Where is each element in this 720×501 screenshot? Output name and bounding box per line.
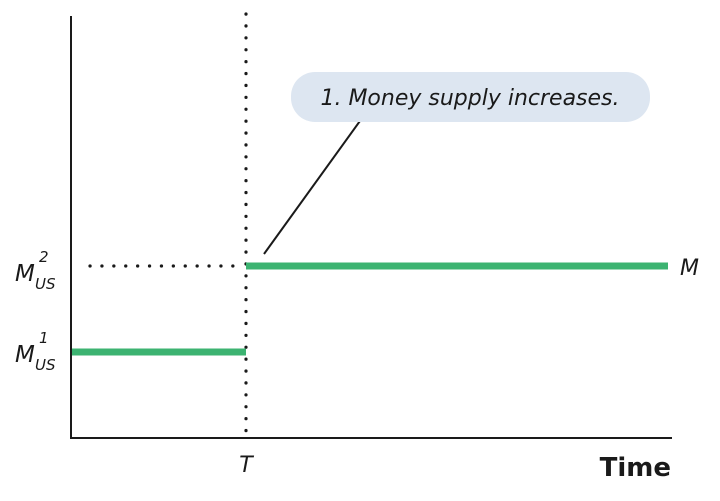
level-1-base: M	[15, 342, 35, 368]
level-2-subscript: US	[35, 275, 56, 293]
x-tick-label-t: T	[239, 453, 254, 478]
y-label-level-1: M 1 US	[15, 329, 56, 374]
y-label-level-2: M 2 US	[15, 248, 56, 293]
level-1-subscript: US	[35, 356, 56, 374]
level-2-superscript: 2	[39, 248, 49, 266]
annotation-callout-box	[291, 72, 650, 122]
level-1-superscript: 1	[39, 329, 49, 347]
annotation-text: 1. Money supply increases.	[320, 86, 619, 111]
level-2-base: M	[15, 261, 35, 287]
annotation-leader-line	[263, 113, 366, 255]
x-axis-label: Time	[600, 453, 671, 483]
series-label: M	[680, 256, 699, 281]
